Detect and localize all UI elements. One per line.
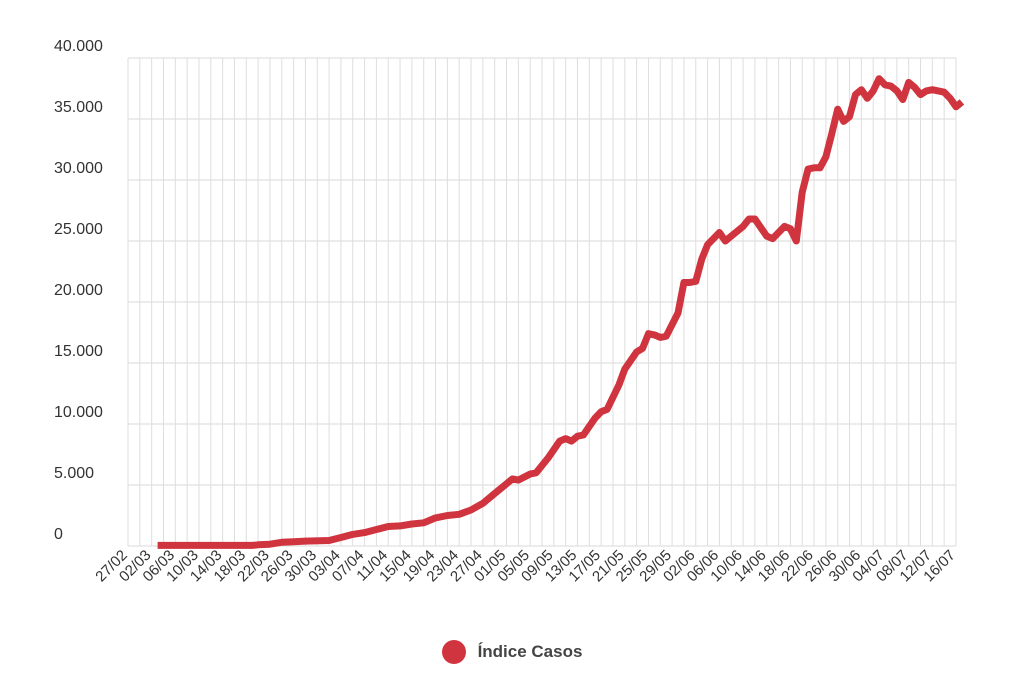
series-layer — [157, 75, 965, 549]
legend-marker — [441, 640, 466, 664]
y-tick-label: 35.000 — [54, 99, 103, 116]
x-axis-tick-labels: 27/0202/0306/0310/0314/0318/0322/0326/03… — [92, 547, 959, 586]
y-axis-tick-labels: 0 5.000 10.000 15.000 20.000 25.000 30.000 35.0… — [54, 38, 103, 543]
line-chart: 0 5.000 10.000 15.000 20.000 25.000 30.000 35.0… — [54, 38, 965, 586]
y-tick-label: 25.000 — [54, 221, 103, 238]
y-tick-label: 20.000 — [54, 282, 103, 299]
y-tick-label: 40.000 — [54, 38, 103, 55]
legend-label-indice-casos: Índice Casos — [477, 642, 583, 661]
y-tick-label: 10.000 — [54, 404, 103, 421]
y-tick-label: 5.000 — [54, 465, 94, 482]
legend: Índice Casos — [0, 638, 1024, 666]
y-tick-label: 0 — [54, 526, 63, 543]
grid — [127, 57, 957, 547]
y-tick-label: 15.000 — [54, 343, 103, 360]
y-tick-label: 30.000 — [54, 160, 103, 177]
series-line-0 — [157, 75, 965, 549]
